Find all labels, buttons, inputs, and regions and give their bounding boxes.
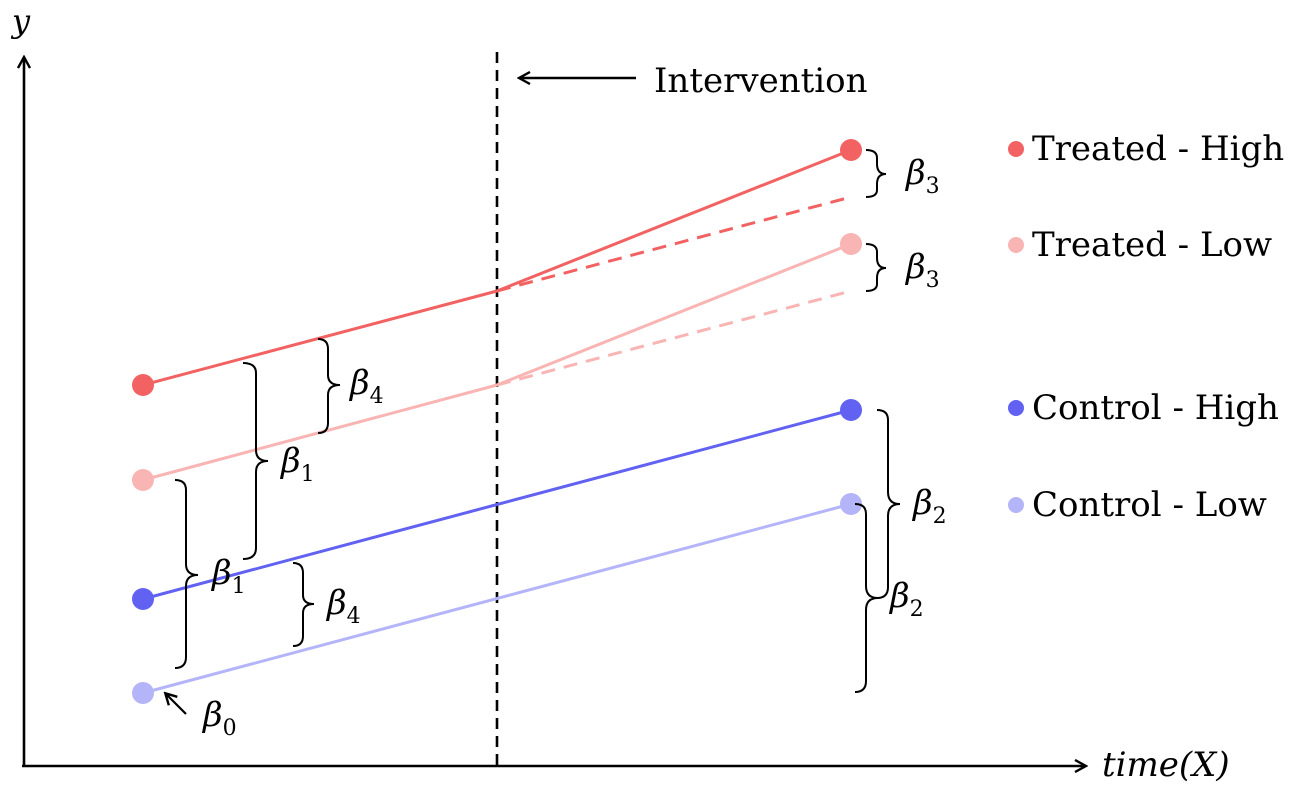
brace-beta3-low xyxy=(865,243,887,292)
beta1-low-label: β1 xyxy=(210,553,246,599)
brace-beta1-high xyxy=(242,362,269,560)
legend-marker-control-high xyxy=(1008,400,1024,416)
beta0-label: β0 xyxy=(201,695,237,741)
treated-low-counterfactual-line xyxy=(496,289,852,387)
brace-beta2-high xyxy=(876,409,901,599)
treated-high-counterfactual-line xyxy=(496,195,852,293)
legend-item-control-high: Control - High xyxy=(1008,388,1279,428)
brace-beta4-control xyxy=(292,562,315,647)
brace-beta1-low xyxy=(174,479,199,669)
legend: Treated - High Treated - Low Control - H… xyxy=(1008,129,1284,525)
brace-beta4-treated xyxy=(317,338,341,434)
legend-item-treated-high: Treated - High xyxy=(1008,129,1284,169)
beta0-pointer-arrow xyxy=(166,694,187,715)
beta2-high-label: β2 xyxy=(911,483,947,529)
control-low-end-dot xyxy=(840,493,862,515)
treated-low-start-dot xyxy=(132,469,154,491)
y-axis-label: y xyxy=(10,2,31,40)
legend-label-treated-low: Treated - Low xyxy=(1032,225,1272,265)
treated-low-post-line xyxy=(496,242,852,387)
legend-label-control-high: Control - High xyxy=(1032,388,1279,428)
legend-marker-treated-low xyxy=(1008,237,1024,253)
control-high-end-dot xyxy=(840,399,862,421)
legend-item-control-low: Control - Low xyxy=(1008,485,1267,525)
treated-high-pre-line xyxy=(142,289,498,387)
brace-beta2-low xyxy=(854,503,879,693)
legend-marker-treated-high xyxy=(1008,141,1024,157)
beta3-high-label: β3 xyxy=(904,153,940,199)
treated-high-post-line xyxy=(496,148,852,293)
control-low-line xyxy=(142,502,852,695)
legend-item-treated-low: Treated - Low xyxy=(1008,225,1272,265)
brace-beta3-high xyxy=(865,149,887,198)
control-high-start-dot xyxy=(132,588,154,610)
treated-low-end-dot xyxy=(840,233,862,255)
legend-label-treated-high: Treated - High xyxy=(1032,129,1284,169)
control-high-line xyxy=(142,408,852,601)
beta2-low-label: β2 xyxy=(888,576,924,622)
beta1-high-label: β1 xyxy=(279,441,315,487)
legend-marker-control-low xyxy=(1008,497,1024,513)
beta4-treated-label: β4 xyxy=(348,363,384,409)
x-axis-label: time(X) xyxy=(1102,745,1230,785)
legend-label-control-low: Control - Low xyxy=(1032,485,1267,525)
beta3-low-label: β3 xyxy=(904,247,940,293)
beta4-control-label: β4 xyxy=(325,583,361,629)
intervention-label: Intervention xyxy=(654,61,868,101)
control-low-start-dot xyxy=(132,682,154,704)
treated-high-end-dot xyxy=(840,139,862,161)
treated-high-start-dot xyxy=(132,374,154,396)
